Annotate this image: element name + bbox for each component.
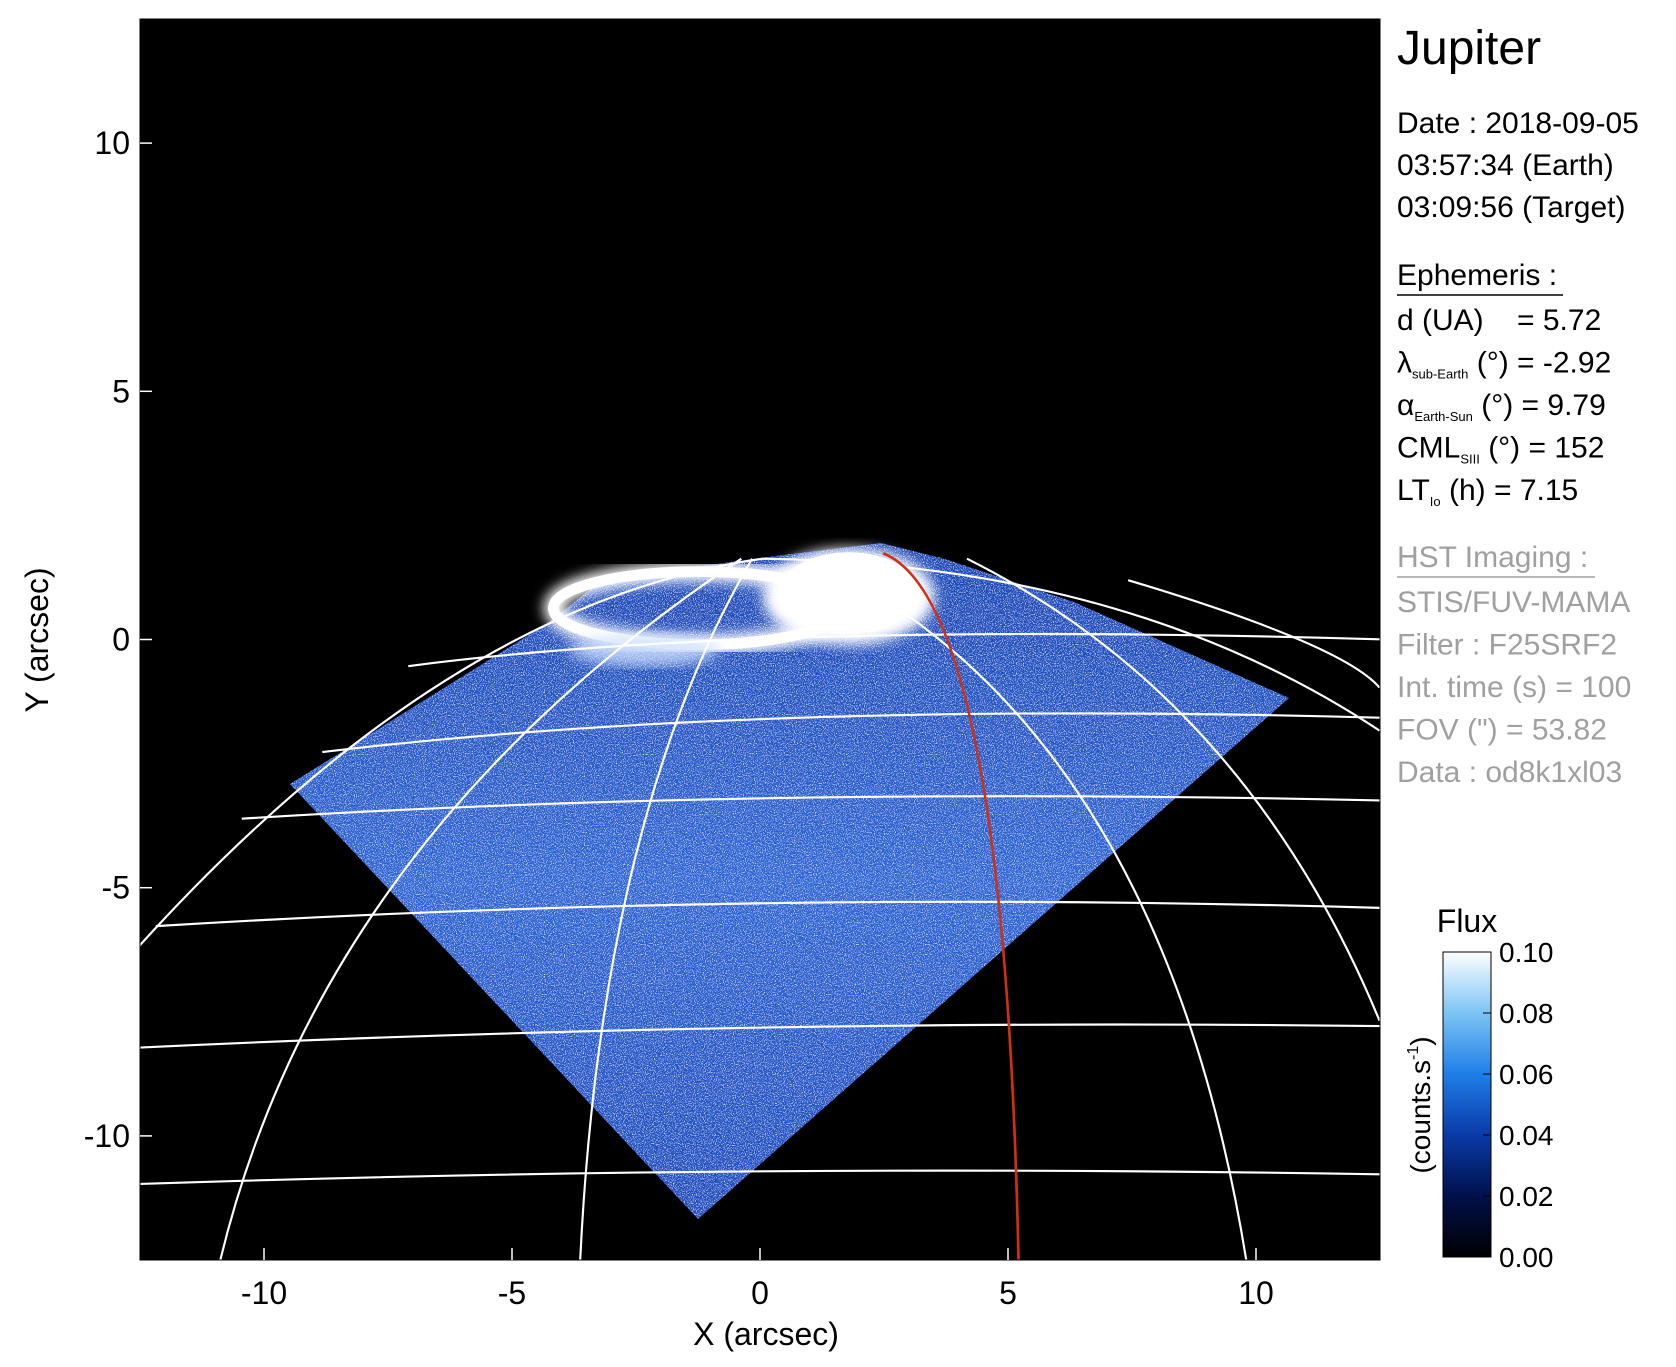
x-tick-label: 0	[751, 1275, 769, 1311]
colorbar-label-part: -1	[1405, 1046, 1422, 1060]
emission-region	[290, 543, 1289, 1219]
hst-line: Int. time (s) = 100	[1397, 671, 1631, 704]
ephemeris-line: LTIo (h) = 7.15	[1397, 474, 1578, 509]
ephemeris-line: CMLSIII (°) = 152	[1397, 432, 1604, 467]
hst-line: FOV (") = 53.82	[1397, 714, 1607, 747]
y-axis-label: Y (arcsec)	[19, 567, 55, 712]
ephemeris-symbol: LT	[1397, 474, 1430, 507]
date-line: Date : 2018-09-05	[1397, 107, 1639, 140]
hst-line: STIS/FUV-MAMA	[1397, 586, 1630, 619]
x-tick-label: 10	[1238, 1275, 1274, 1311]
ephemeris-value: (h) = 7.15	[1441, 474, 1579, 507]
image	[140, 543, 1380, 1260]
x-tick-label: -10	[241, 1275, 287, 1311]
colorbar-label-part: )	[1405, 1036, 1436, 1045]
colorbar-label: (counts.s-1)	[1405, 1036, 1436, 1173]
y-tick-label: 5	[112, 373, 130, 409]
ephemeris-subscript: Earth-Sun	[1414, 409, 1473, 424]
date-line: 03:09:56 (Target)	[1397, 191, 1625, 224]
ephemeris-subscript: Io	[1430, 494, 1441, 509]
hst-line: Filter : F25SRF2	[1397, 629, 1617, 662]
io-footprint	[882, 552, 1020, 1260]
x-tick-label: -5	[498, 1275, 526, 1311]
colorbar-tick-label: 0.08	[1499, 998, 1554, 1029]
ephemeris-line: d (UA) = 5.72	[1397, 304, 1601, 337]
colorbar-tick-label: 0.10	[1499, 937, 1554, 968]
y-tick-label: -10	[84, 1118, 130, 1154]
ephemeris-value: d (UA) = 5.72	[1397, 304, 1601, 337]
ephemeris-symbol: λ	[1397, 347, 1412, 380]
ephemeris-line: αEarth-Sun (°) = 9.79	[1397, 389, 1606, 424]
colorbar-tick-label: 0.06	[1499, 1059, 1554, 1090]
ephemeris-subscript: sub-Earth	[1412, 367, 1468, 382]
ephemeris-subscript: SIII	[1460, 452, 1480, 467]
y-tick-label: 10	[94, 125, 130, 161]
colorbar	[1442, 951, 1492, 1258]
ephemeris-symbol: α	[1397, 389, 1414, 422]
colorbar-label-part: (counts.s	[1405, 1060, 1436, 1174]
date-line: 03:57:34 (Earth)	[1397, 149, 1614, 182]
ephemeris-value: (°) = 9.79	[1473, 389, 1606, 422]
y-tick-label: 0	[112, 622, 130, 658]
colorbar-tick-label: 0.00	[1499, 1242, 1554, 1273]
hst-title: HST Imaging :	[1397, 541, 1588, 574]
ephemeris-value: (°) = 152	[1480, 432, 1605, 465]
planet-grid	[140, 557, 1380, 1260]
ephemeris-symbol: CML	[1397, 432, 1460, 465]
x-axis-label: X (arcsec)	[693, 1316, 839, 1352]
target-title: Jupiter	[1397, 22, 1541, 75]
x-tick-label: 5	[999, 1275, 1017, 1311]
colorbar-tick-label: 0.04	[1499, 1120, 1554, 1151]
y-tick-label: -5	[102, 870, 130, 906]
colorbar-tick-label: 0.02	[1499, 1181, 1554, 1212]
ephemeris-value: (°) = -2.92	[1468, 347, 1611, 380]
hst-line: Data : od8k1xl03	[1397, 756, 1622, 789]
ephemeris-title: Ephemeris :	[1397, 259, 1557, 292]
colorbar-title: Flux	[1437, 903, 1497, 939]
ephemeris-line: λsub-Earth (°) = -2.92	[1397, 347, 1611, 382]
